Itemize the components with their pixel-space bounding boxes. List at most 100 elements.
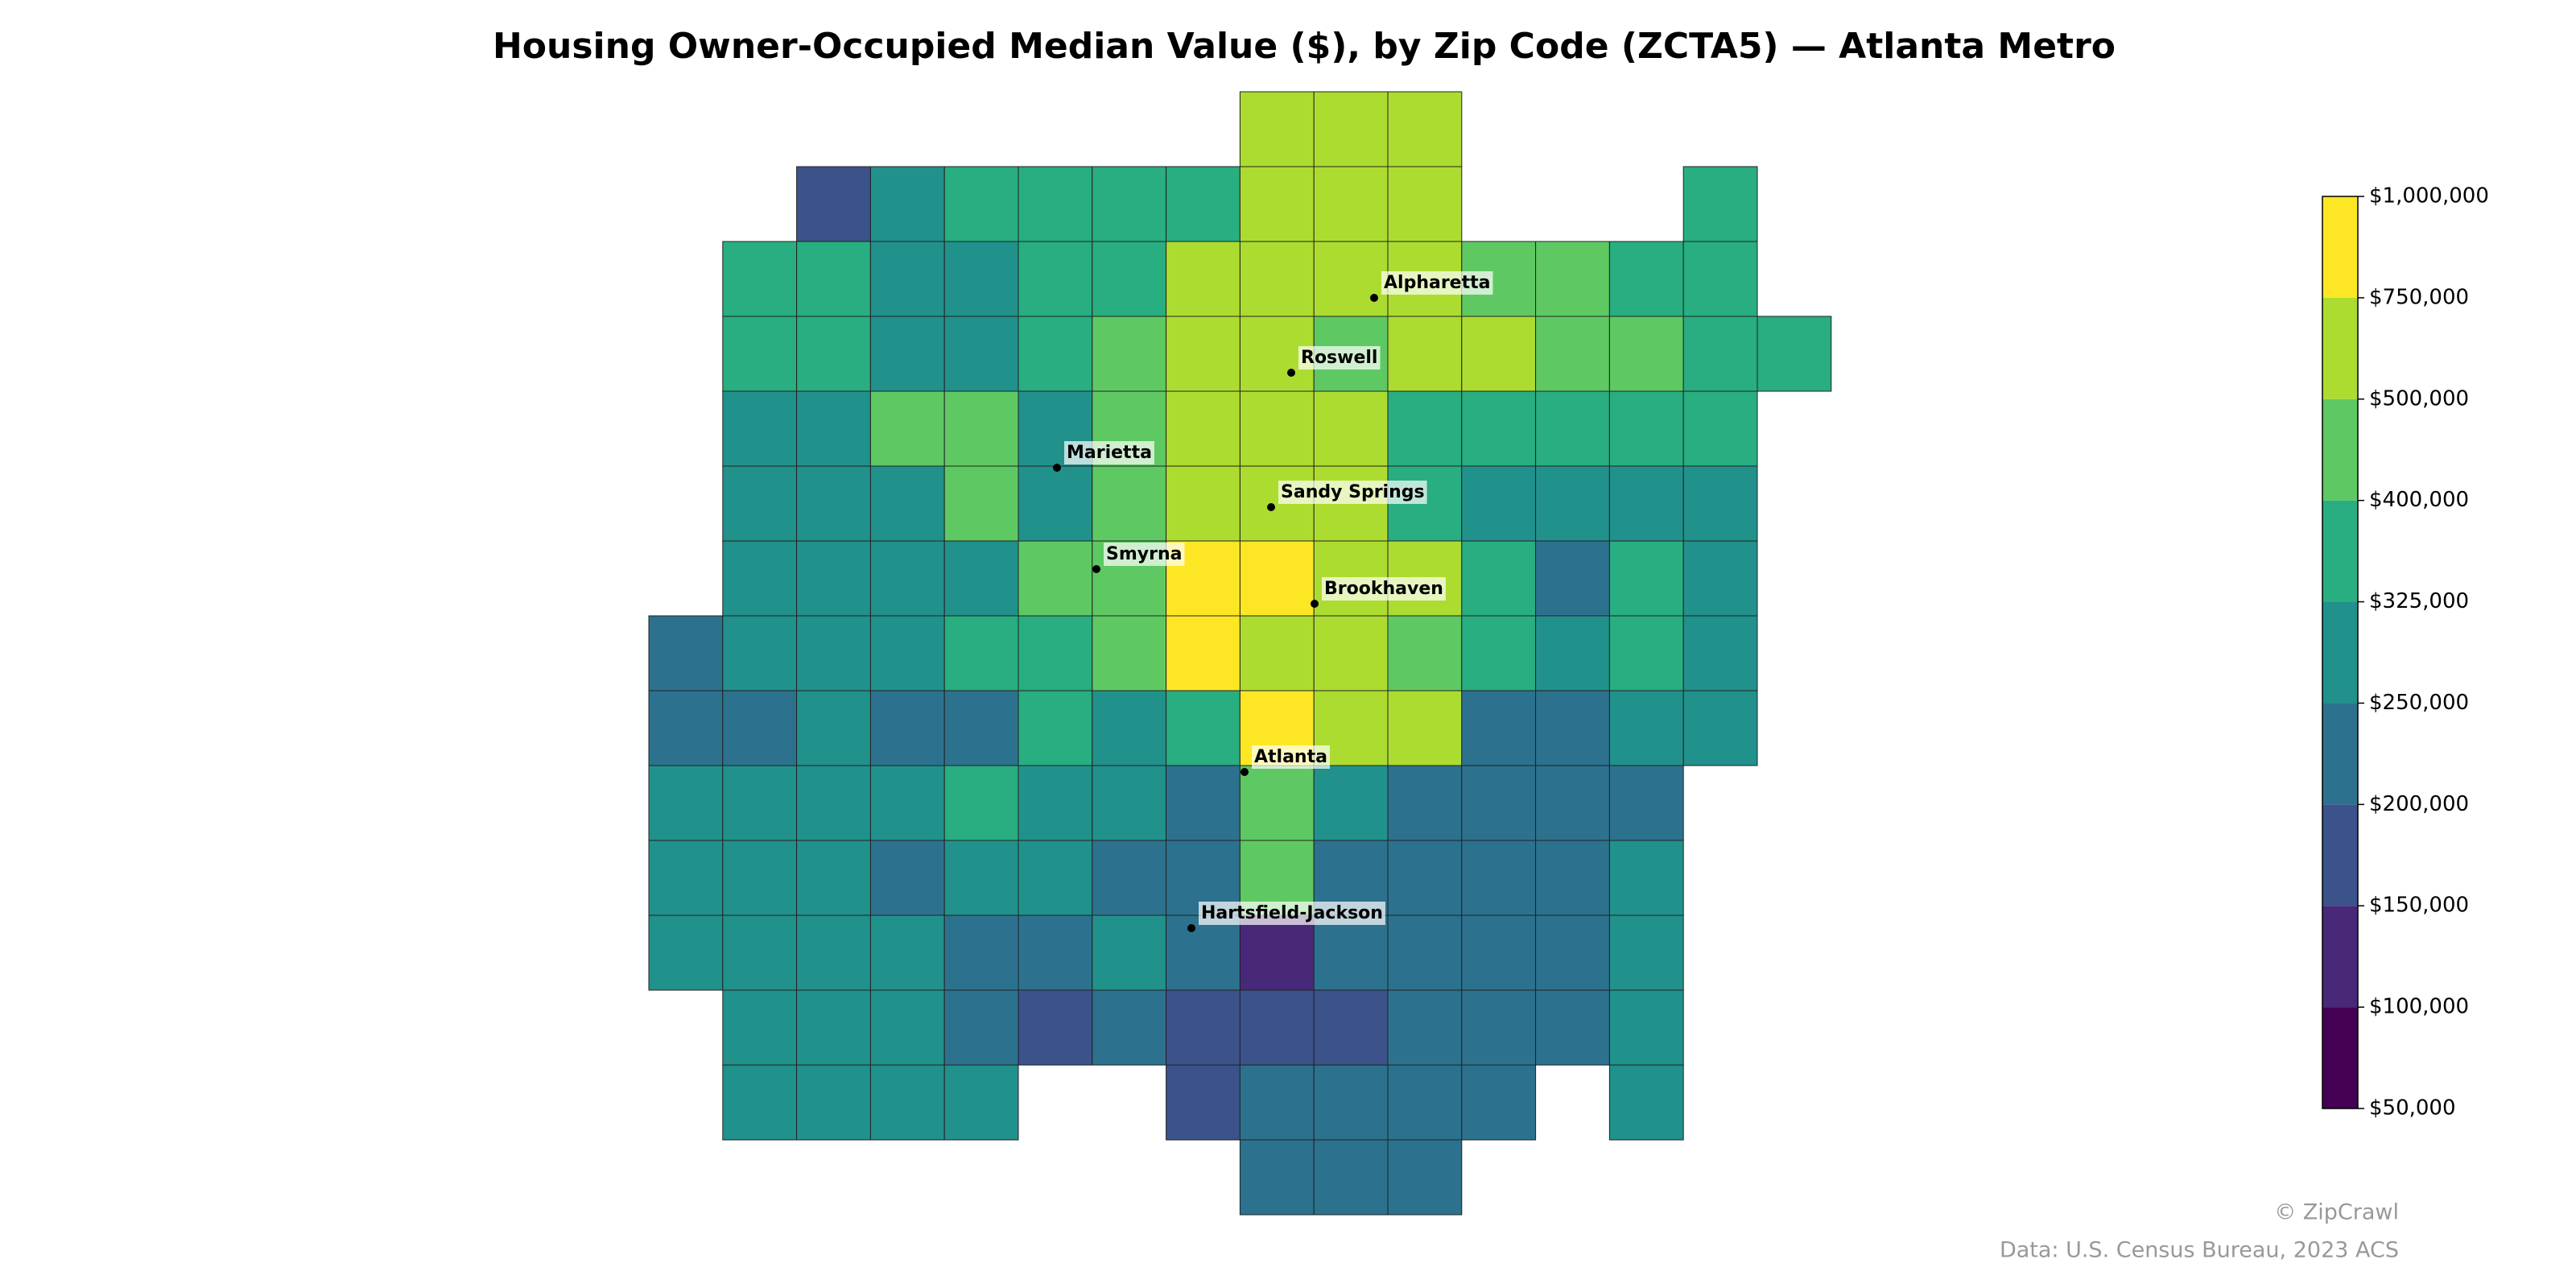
zip-region (722, 465, 798, 542)
zip-region (1018, 615, 1093, 691)
zip-region (1166, 1064, 1241, 1141)
zip-region (648, 615, 724, 691)
zip-region (722, 690, 798, 766)
zip-region (796, 690, 871, 766)
zip-region (1313, 166, 1389, 242)
zip-region (1535, 241, 1610, 317)
zip-region (1387, 914, 1463, 991)
zip-region (1239, 765, 1315, 841)
colorbar-bin (2322, 1007, 2358, 1108)
zip-region (1608, 1064, 1684, 1141)
zip-region (1387, 166, 1463, 242)
zip-region (1608, 465, 1684, 542)
zip-region (943, 690, 1019, 766)
zip-region (1461, 989, 1537, 1066)
zip-region (1166, 989, 1241, 1066)
zip-region (1166, 465, 1241, 542)
place-label: Hartsfield-Jackson (1201, 903, 1383, 923)
zip-region (1018, 316, 1093, 392)
place-dot (1053, 464, 1061, 472)
zip-region (722, 1064, 798, 1141)
zip-region (869, 914, 945, 991)
zip-region (1313, 241, 1389, 317)
zip-region (1387, 1139, 1463, 1216)
zip-region (1608, 989, 1684, 1066)
zip-region (1092, 465, 1167, 542)
zip-region (1092, 241, 1167, 317)
zip-region (869, 765, 945, 841)
zip-region (1461, 765, 1537, 841)
zip-region (796, 615, 871, 691)
colorbar-bin (2322, 297, 2358, 399)
zip-region (796, 390, 871, 467)
place-dot (1370, 294, 1378, 302)
zip-region (1239, 914, 1315, 991)
place-label-bg (1381, 271, 1493, 295)
zip-region (722, 390, 798, 467)
zip-region (1387, 1064, 1463, 1141)
zip-region (1682, 390, 1758, 467)
zip-region (722, 914, 798, 991)
zip-region (1461, 1064, 1537, 1141)
colorbar-frame (2322, 196, 2359, 1109)
place-label: Marietta (1067, 443, 1152, 463)
zip-region (1018, 989, 1093, 1066)
zip-region (1166, 390, 1241, 467)
zip-region (869, 241, 945, 317)
zip-region (1313, 1139, 1389, 1216)
zip-region (1166, 914, 1241, 991)
zip-region (1461, 390, 1537, 467)
colorbar-bin (2322, 703, 2358, 805)
place-label-bg (1199, 902, 1385, 925)
place-dot (1241, 768, 1249, 776)
zip-region (1313, 390, 1389, 467)
zip-region (869, 540, 945, 617)
place-label: Atlanta (1254, 747, 1327, 767)
zip-region (1682, 540, 1758, 617)
colorbar-tick-label: $400,000 (2369, 488, 2469, 512)
zip-region (1608, 765, 1684, 841)
zip-region (1461, 465, 1537, 542)
zip-region (1608, 540, 1684, 617)
zip-region (1239, 540, 1315, 617)
colorbar-tick-label: $250,000 (2369, 691, 2469, 715)
zip-region (869, 840, 945, 916)
zip-region (1461, 316, 1537, 392)
place-label: Roswell (1301, 348, 1377, 368)
place-label: Sandy Springs (1281, 482, 1425, 502)
zip-region (722, 241, 798, 317)
colorbar-tick-label: $1,000,000 (2369, 184, 2489, 208)
zip-region (943, 1064, 1019, 1141)
zip-region (1018, 540, 1093, 617)
place-dot (1092, 565, 1100, 573)
zip-region (1018, 840, 1093, 916)
place-label-bg (1298, 346, 1381, 369)
zip-region (1092, 615, 1167, 691)
zip-region (1535, 690, 1610, 766)
zip-region (1018, 241, 1093, 317)
place-label: Smyrna (1106, 544, 1182, 564)
zip-region (869, 690, 945, 766)
zip-region (722, 615, 798, 691)
zip-region (1018, 465, 1093, 542)
zip-region (648, 765, 724, 841)
place-label: Alpharetta (1384, 273, 1490, 293)
zip-region (1239, 615, 1315, 691)
zip-region (1387, 91, 1463, 167)
zip-region (1092, 989, 1167, 1066)
zip-region (943, 615, 1019, 691)
chart-title: Housing Owner-Occupied Median Value ($),… (493, 26, 2116, 67)
place-label: Brookhaven (1324, 579, 1443, 599)
map (648, 91, 1832, 1216)
zip-region (1535, 615, 1610, 691)
zip-region (1608, 840, 1684, 916)
place-dot (1267, 503, 1275, 511)
zip-region (1682, 241, 1758, 317)
zip-region (1461, 840, 1537, 916)
zip-region (1092, 914, 1167, 991)
zip-region (943, 166, 1019, 242)
place-label-bg (1322, 577, 1446, 601)
zip-region (1757, 316, 1832, 392)
zip-region (1535, 840, 1610, 916)
